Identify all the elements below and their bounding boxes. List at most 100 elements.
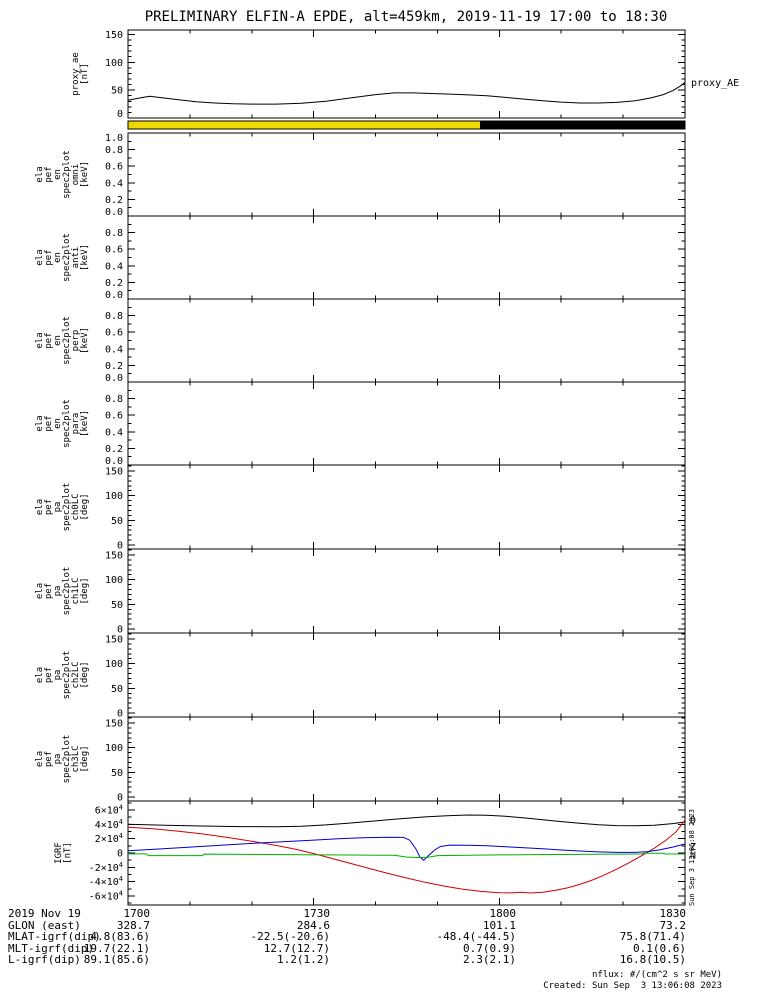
footer-cell: -22.5(-20.6)	[250, 930, 330, 943]
y-tick-label: -6×104	[89, 890, 123, 903]
y-tick-label: 0.6	[105, 245, 123, 256]
panel-ylabel-en_para: en	[53, 418, 63, 429]
footer-row-label: L-igrf(dip)	[8, 953, 81, 966]
y-tick-label: 0.2	[105, 444, 123, 455]
y-tick-label: 0.2	[105, 278, 123, 289]
footer-cell: 1830	[659, 907, 687, 920]
y-tick-label: 100	[105, 491, 123, 502]
panel-ylabel-pa_ch2lc: ela	[35, 667, 45, 683]
y-tick-label: 0.4	[105, 344, 123, 355]
y-tick-label: 0.0	[105, 290, 123, 301]
y-tick-label: 0.6	[105, 328, 123, 339]
panel-border-en_omni	[127, 132, 686, 217]
footer-row-label: GLON (east)	[8, 918, 81, 932]
panel-ylabel-proxy_ae: proxy_ae	[71, 52, 81, 95]
panel-ylabel-en_anti: [keV]	[80, 244, 90, 271]
panel-ylabel-en_omni: omni	[71, 164, 81, 186]
panel-ylabel-pa_ch1lc: [deg]	[80, 577, 90, 604]
panel-ylabel-en_perp: spec2plot	[62, 316, 72, 365]
panel-ylabel-en_para: spec2plot	[62, 399, 72, 448]
panel-ylabel-pa_ch3lc: ela	[35, 751, 45, 767]
panel-ylabel-pa_ch0lc: pef	[44, 499, 54, 515]
y-tick-label: 0.0	[105, 456, 123, 467]
panel-ylabel-pa_ch0lc: pa	[53, 502, 63, 513]
footer-cell: 1700	[123, 907, 151, 920]
y-tick-label: 0.0	[105, 373, 123, 384]
panel-ylabel-pa_ch3lc: pa	[53, 754, 63, 765]
panel-ylabel-pa_ch1lc: spec2plot	[62, 567, 72, 616]
panel-ylabel-pa_ch0lc: ch0LC	[71, 493, 81, 520]
y-tick-label: 150	[105, 550, 123, 561]
footer-cell: 0.1(0.6)	[633, 941, 686, 955]
panel-ylabel-en_perp: ela	[35, 332, 45, 348]
panel-border-en_perp	[127, 298, 686, 383]
y-tick-label: 100	[105, 659, 123, 670]
y-tick-label: 100	[105, 743, 123, 754]
igrf-component-label-N: N	[690, 851, 696, 862]
proxy-ae-line-label: proxy_AE	[691, 78, 740, 89]
panel-ylabel-en_anti: spec2plot	[62, 233, 72, 282]
panel-ylabel-pa_ch2lc: ch2LC	[71, 661, 81, 688]
y-tick-label: 4×104	[95, 818, 123, 831]
series-proxy_AE	[127, 82, 686, 105]
panel-ylabel-en_omni: [keV]	[80, 161, 90, 188]
footer-cell: 328.7	[116, 918, 150, 932]
y-tick-label: 6×104	[95, 803, 123, 816]
panel-ylabel-pa_ch3lc: spec2plot	[62, 735, 72, 784]
footer-cell: 101.1	[482, 918, 516, 932]
footer-cell: 2.3(2.1)	[463, 953, 516, 966]
y-tick-label: 2×104	[95, 832, 123, 845]
y-tick-label: 0	[117, 541, 123, 552]
panel-ylabel-pa_ch1lc: ela	[35, 583, 45, 599]
y-tick-label: 50	[111, 684, 123, 695]
panel-ylabel-pa_ch3lc: pef	[44, 751, 54, 767]
panel-border-en_anti	[127, 215, 686, 300]
panel-border-pa_ch1lc	[127, 548, 686, 634]
panel-ylabel-en_para: [keV]	[80, 410, 90, 437]
y-tick-label: 0.0	[105, 207, 123, 218]
y-tick-label: 0.8	[105, 311, 123, 322]
created-timestamp-vertical: Sun Sep 3 13:06:08 2023	[688, 809, 696, 906]
panel-ylabel-en_omni: pef	[44, 166, 54, 182]
y-tick-label: 0	[117, 109, 123, 120]
y-tick-label: 0.8	[105, 394, 123, 405]
nflux-units-note: nflux: #/(cm^2 s sr MeV)	[591, 970, 722, 980]
y-tick-label: 150	[105, 634, 123, 645]
panel-ylabel-pa_ch1lc: pef	[44, 583, 54, 599]
footer-cell: 75.8(71.4)	[619, 930, 686, 943]
y-tick-label: 0	[117, 709, 123, 720]
created-timestamp: Created: Sun Sep 3 13:06:08 2023	[543, 981, 722, 991]
panel-ylabel-en_para: pef	[44, 415, 54, 431]
panel-ylabel-pa_ch2lc: spec2plot	[62, 651, 72, 700]
panel-border-pa_ch2lc	[127, 632, 686, 718]
panel-border-en_para	[127, 381, 686, 466]
panel-ylabel-pa_ch2lc: [deg]	[80, 661, 90, 688]
y-tick-label: 0	[117, 793, 123, 804]
footer-cell: -48.4(-44.5)	[436, 930, 516, 943]
y-tick-label: 0.6	[105, 411, 123, 422]
panel-ylabel-pa_ch3lc: ch3LC	[71, 745, 81, 772]
series-B	[127, 814, 686, 828]
y-tick-label: 50	[111, 600, 123, 611]
panel-border-pa_ch3lc	[127, 716, 686, 802]
y-tick-label: 0.8	[105, 145, 123, 156]
panel-ylabel-en_perp: en	[53, 335, 63, 346]
y-tick-label: 50	[111, 768, 123, 779]
panel-ylabel-en_anti: pef	[44, 249, 54, 265]
y-tick-label: 50	[111, 516, 123, 527]
footer-cell: 89.1(85.6)	[83, 953, 150, 966]
footer-row-label: MLAT-igrf(dip)	[8, 930, 101, 943]
y-tick-label: 150	[105, 466, 123, 477]
footer-cell: 19.7(22.1)	[83, 941, 150, 955]
panel-ylabel-proxy_ae: [nT]	[80, 63, 90, 85]
series-D	[127, 819, 686, 894]
panel-ylabel-en_perp: [keV]	[80, 327, 90, 354]
panel-ylabel-igrf: [nT]	[63, 842, 73, 864]
panel-ylabel-pa_ch1lc: pa	[53, 586, 63, 597]
panel-ylabel-en_anti: en	[53, 252, 63, 263]
footer-cell: 1.2(1.2)	[277, 953, 330, 966]
series-N	[128, 852, 685, 859]
plot-title: PRELIMINARY ELFIN-A EPDE, alt=459km, 201…	[144, 9, 668, 25]
